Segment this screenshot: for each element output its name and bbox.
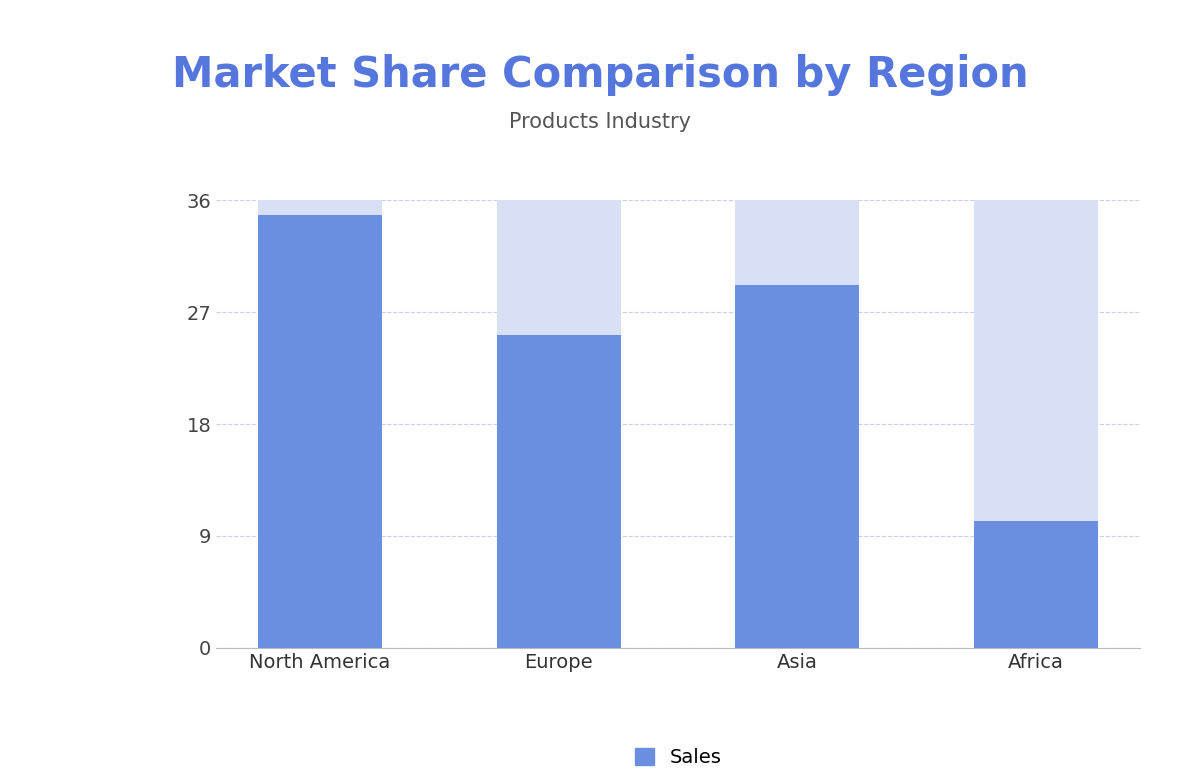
Bar — [974, 521, 1098, 648]
Bar — [736, 285, 859, 648]
Text: Products Industry: Products Industry — [509, 112, 691, 132]
Bar — [974, 200, 1098, 648]
Bar — [258, 215, 382, 648]
Bar — [497, 335, 620, 648]
Bar — [497, 200, 620, 648]
Bar — [736, 200, 859, 648]
Text: Market Share Comparison by Region: Market Share Comparison by Region — [172, 54, 1028, 96]
Bar — [258, 200, 382, 648]
Legend: Sales: Sales — [625, 738, 731, 771]
